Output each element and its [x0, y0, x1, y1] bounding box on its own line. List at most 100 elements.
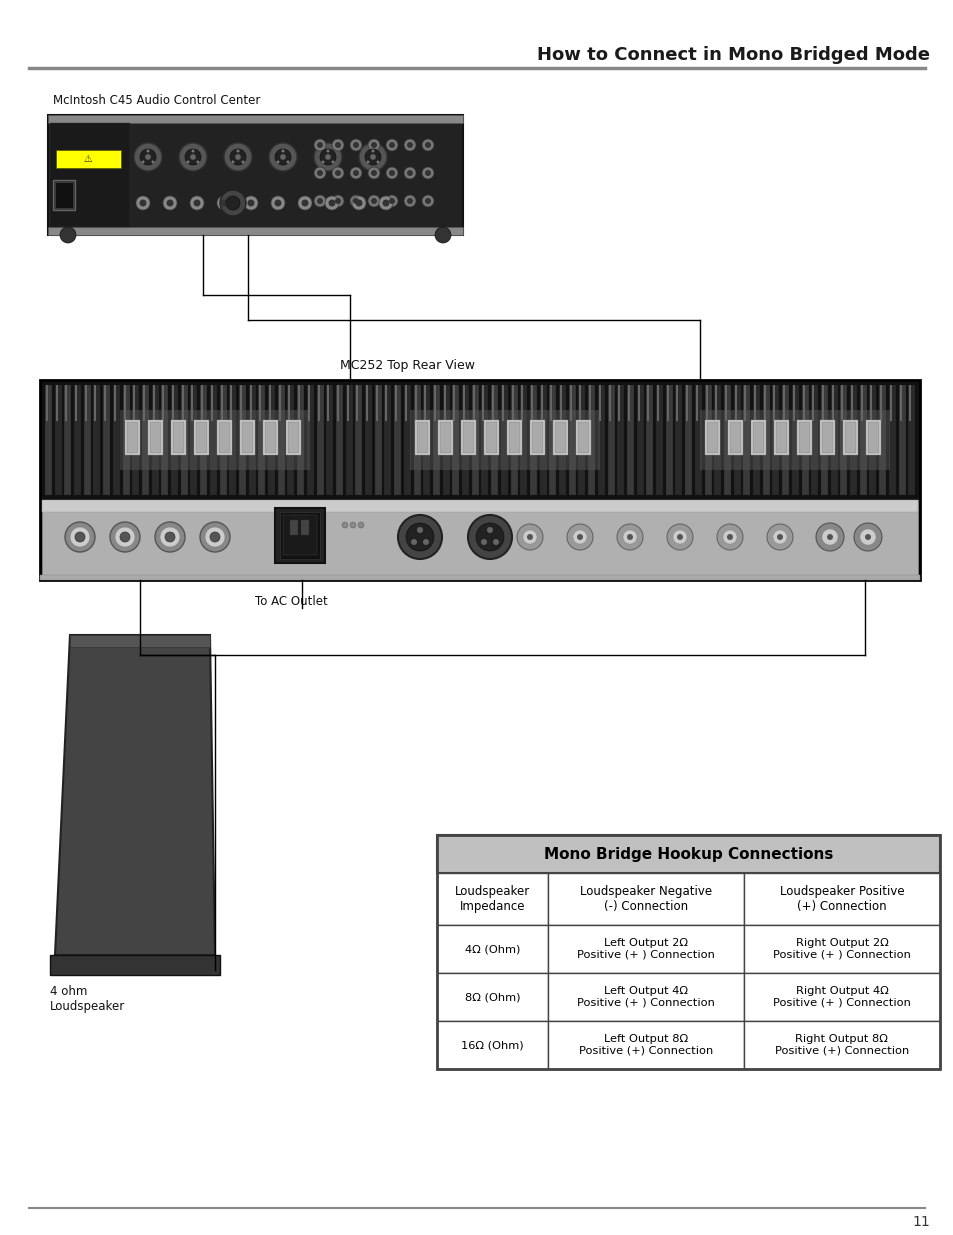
Circle shape	[331, 161, 335, 163]
Bar	[608, 385, 610, 421]
Bar	[762, 385, 769, 495]
Bar	[792, 385, 794, 421]
Bar	[366, 385, 368, 421]
Circle shape	[622, 530, 637, 543]
Bar	[880, 385, 882, 421]
Bar	[443, 385, 445, 421]
Circle shape	[526, 534, 533, 540]
Bar	[220, 385, 222, 421]
Bar	[42, 500, 917, 513]
Bar	[219, 385, 227, 495]
Bar	[472, 385, 478, 495]
Bar	[200, 385, 207, 495]
Circle shape	[297, 196, 312, 210]
Circle shape	[493, 538, 498, 545]
Bar	[125, 420, 140, 454]
Circle shape	[147, 149, 150, 152]
Circle shape	[314, 143, 341, 170]
Bar	[436, 873, 547, 925]
Bar	[842, 420, 857, 454]
Circle shape	[165, 532, 174, 542]
Bar	[437, 420, 453, 454]
Circle shape	[145, 154, 151, 161]
Bar	[268, 385, 274, 495]
Bar	[423, 385, 430, 495]
Circle shape	[666, 524, 692, 550]
Text: 4 ohm
Loudspeaker: 4 ohm Loudspeaker	[50, 986, 125, 1013]
Text: Left Output 2Ω
Positive (+ ) Connection: Left Output 2Ω Positive (+ ) Connection	[577, 939, 714, 960]
Bar	[714, 385, 720, 495]
Circle shape	[672, 530, 686, 543]
Bar	[547, 925, 743, 973]
Bar	[265, 422, 275, 453]
Bar	[85, 385, 87, 421]
Bar	[439, 422, 451, 453]
Bar	[48, 227, 462, 235]
Bar	[555, 422, 565, 453]
Circle shape	[378, 196, 393, 210]
Circle shape	[365, 149, 380, 165]
Bar	[54, 385, 62, 495]
Bar	[46, 385, 48, 421]
Bar	[473, 385, 475, 421]
Circle shape	[186, 161, 190, 163]
Circle shape	[232, 161, 234, 163]
Circle shape	[677, 534, 682, 540]
Circle shape	[357, 522, 364, 529]
Bar	[150, 422, 161, 453]
Bar	[483, 420, 498, 454]
Text: 16Ω (Ohm): 16Ω (Ohm)	[460, 1040, 523, 1050]
Circle shape	[368, 140, 379, 151]
Bar	[192, 385, 193, 421]
Bar	[907, 385, 914, 495]
Bar	[781, 385, 788, 495]
Circle shape	[370, 154, 375, 161]
Bar	[782, 385, 784, 421]
Bar	[42, 500, 917, 576]
Circle shape	[403, 167, 416, 179]
Circle shape	[316, 170, 323, 177]
Bar	[491, 385, 497, 495]
Bar	[394, 385, 401, 495]
Circle shape	[192, 149, 194, 152]
Circle shape	[321, 161, 324, 163]
Bar	[553, 420, 567, 454]
Bar	[280, 513, 319, 559]
Bar	[811, 385, 814, 421]
Bar	[509, 422, 519, 453]
Bar	[743, 873, 939, 925]
Bar	[384, 385, 391, 495]
Circle shape	[371, 170, 376, 177]
Bar	[142, 385, 149, 495]
Circle shape	[136, 196, 150, 210]
Bar	[436, 973, 547, 1021]
Bar	[210, 385, 216, 495]
Bar	[191, 385, 197, 495]
Polygon shape	[55, 635, 214, 955]
Bar	[656, 385, 662, 495]
Bar	[216, 420, 232, 454]
Bar	[229, 385, 236, 495]
Bar	[415, 420, 430, 454]
Bar	[501, 385, 503, 421]
Circle shape	[350, 522, 355, 529]
Bar	[530, 385, 537, 495]
Bar	[753, 385, 756, 421]
Bar	[734, 385, 736, 421]
Text: Left Output 8Ω
Positive (+) Connection: Left Output 8Ω Positive (+) Connection	[578, 1034, 712, 1056]
Bar	[647, 385, 649, 421]
Bar	[416, 422, 428, 453]
Bar	[879, 385, 885, 495]
Bar	[549, 385, 556, 495]
Bar	[317, 385, 319, 421]
Circle shape	[152, 161, 154, 163]
Text: Left Output 4Ω
Positive (+ ) Connection: Left Output 4Ω Positive (+ ) Connection	[577, 987, 714, 1008]
Bar	[172, 422, 184, 453]
Circle shape	[280, 154, 286, 161]
Bar	[195, 422, 207, 453]
Bar	[286, 420, 301, 454]
Circle shape	[185, 149, 201, 165]
Bar	[127, 422, 138, 453]
Bar	[263, 420, 277, 454]
Circle shape	[167, 200, 173, 206]
